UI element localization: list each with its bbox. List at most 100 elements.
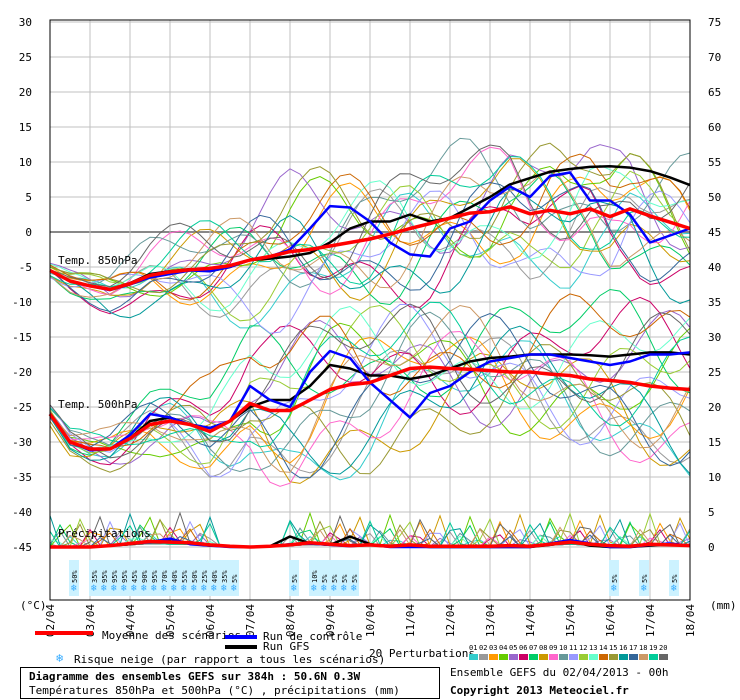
right-tick-label: 70 (708, 51, 721, 64)
left-tick-label: -35 (12, 471, 32, 484)
control-legend-label: Run de contrôle (263, 630, 363, 643)
snow-icon: ❄ (671, 583, 678, 594)
snow-icon: ❄ (161, 583, 168, 594)
snow-risk-pct: 90% (141, 570, 149, 583)
snow-risk-pct: 5% (291, 574, 299, 583)
t500-panel-label: Temp. 500hPa (58, 398, 137, 411)
perturbation-number: 03 (489, 644, 498, 652)
left-tick-label: -40 (12, 506, 32, 519)
snow-icon: ❄ (641, 583, 648, 594)
perturbation-swatch (589, 654, 598, 660)
snow-icon: ❄ (291, 583, 298, 594)
t850-perturbation-3 (49, 176, 691, 306)
t850-perturbation-14 (49, 153, 691, 301)
perturbation-number: 15 (609, 644, 618, 652)
right-tick-label: 65 (708, 86, 721, 99)
perturbation-number: 13 (589, 644, 598, 652)
t500-gfs-line (48, 351, 691, 451)
snow-risk-pct: 95% (111, 570, 119, 583)
x-tick-label: 15/04 (564, 604, 577, 637)
left-tick-label: 5 (25, 191, 32, 204)
snow-icon: ❄ (151, 583, 158, 594)
left-tick-label: 20 (19, 86, 32, 99)
snow-risk-bg (289, 560, 299, 596)
snow-risk-pct: 25% (201, 570, 209, 583)
snow-risk-bg (669, 560, 679, 596)
snow-icon: ❄ (171, 583, 178, 594)
left-tick-label: -45 (12, 541, 32, 554)
plot-frame (49, 19, 691, 601)
snow-icon: ❄ (341, 583, 348, 594)
snow-risk-bg (159, 560, 169, 596)
snow-risk-pct: 40% (171, 570, 179, 583)
t850-perturbation-17 (49, 181, 691, 313)
snow-icon: ❄ (131, 583, 138, 594)
snow-risk-bg (309, 560, 319, 596)
left-tick-label: -5 (19, 261, 32, 274)
right-tick-label: 55 (708, 156, 721, 169)
right-tick-label: 15 (708, 436, 721, 449)
snow-risk-pct: 35% (221, 570, 229, 583)
snow-risk-bg (129, 560, 139, 596)
snow-icon: ❄ (231, 583, 238, 594)
gfs-legend-label: Run GFS (263, 640, 310, 653)
t500-perturbation-15 (49, 344, 691, 475)
snow-risk-pct: 35% (91, 570, 99, 583)
precip-panel-label: Précipitations (58, 527, 151, 540)
snow-legend-label: Risque neige (par rapport a tous les scé… (74, 653, 386, 666)
right-tick-label: 45 (708, 226, 721, 239)
snow-risk-pct: 5% (341, 574, 349, 583)
left-tick-label: -30 (12, 436, 32, 449)
left-tick-label: 0 (25, 226, 32, 239)
perturbation-swatch (539, 654, 548, 660)
snow-risk-bg (189, 560, 199, 596)
snow-risk-pct: 5% (671, 574, 679, 583)
snow-risk-pct: 50% (71, 570, 79, 583)
snow-risk-pct: 95% (151, 570, 159, 583)
perturbation-number: 19 (649, 644, 658, 652)
snow-risk-bg (639, 560, 649, 596)
t850-panel-label: Temp. 850hPa (58, 254, 137, 267)
perturbation-swatch (529, 654, 538, 660)
snow-icon: ❄ (111, 583, 118, 594)
snow-risk-bg (109, 560, 119, 596)
t850-control-line (49, 171, 691, 292)
footer-run: Ensemble GEFS du 02/04/2013 - 00h (450, 666, 669, 679)
snow-risk-bg (209, 560, 219, 596)
x-tick-label: 02/04 (44, 604, 57, 637)
perturbation-number: 17 (629, 644, 638, 652)
mean-legend-label: Moyenne des scénarios (102, 629, 242, 642)
grid (49, 20, 691, 600)
perturbation-swatch (519, 654, 528, 660)
perturbation-swatch (619, 654, 628, 660)
snow-icon: ❄ (611, 583, 618, 594)
snow-risk-row: ❄50%❄35%❄95%❄95%❄95%❄45%❄90%❄95%❄70%❄40%… (69, 560, 679, 596)
x-tick-label: 16/04 (604, 604, 617, 637)
snow-icon: ❄ (181, 583, 188, 594)
perturbation-swatch (479, 654, 488, 660)
snow-risk-bg (329, 560, 339, 596)
snow-icon: ❄ (71, 583, 78, 594)
perturbation-number: 10 (559, 644, 568, 652)
perturbation-number: 06 (519, 644, 528, 652)
perturbation-swatch (659, 654, 668, 660)
perturbation-number: 08 (539, 644, 548, 652)
t500-perturbation-20 (49, 303, 691, 459)
snow-risk-bg (219, 560, 229, 596)
left-tick-label: 30 (19, 16, 32, 29)
t850-perturbation-20 (49, 144, 691, 288)
snow-risk-pct: 70% (161, 570, 169, 583)
main-series (48, 164, 691, 549)
right-tick-label: 10 (708, 471, 721, 484)
perturbation-swatch (559, 654, 568, 660)
footer-title-box: Diagramme des ensembles GEFS sur 384h : … (20, 667, 440, 699)
snow-icon: ❄ (191, 583, 198, 594)
snow-risk-bg (609, 560, 619, 596)
x-tick-label: 12/04 (444, 604, 457, 637)
t850-perturbation-6 (49, 185, 691, 315)
snow-risk-pct: 5% (351, 574, 359, 583)
x-tick-label: 03/04 (84, 604, 97, 637)
perturbation-swatch (469, 654, 478, 660)
perturbation-number: 09 (549, 644, 558, 652)
